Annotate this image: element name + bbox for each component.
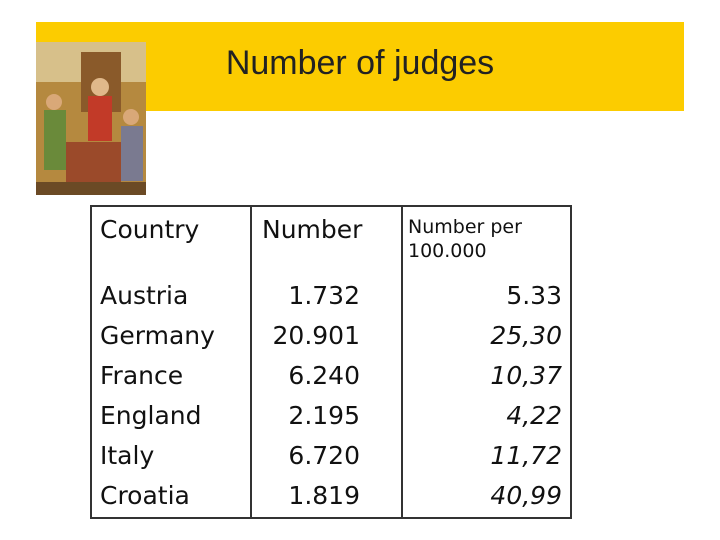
number-cell: 6.240 (288, 361, 360, 390)
slide-title: Number of judges (225, 44, 495, 82)
country-cell: Croatia (100, 481, 190, 510)
ratio-cell: 10,37 (490, 361, 562, 390)
country-cell: Germany (100, 321, 215, 350)
number-cell: 1.819 (288, 481, 360, 510)
ratio-cell: 5.33 (506, 281, 562, 310)
ratio-cell: 25,30 (490, 321, 562, 350)
column-header: Number per 100.000 (408, 216, 522, 262)
country-cell: France (100, 361, 184, 390)
country-cell: England (100, 401, 202, 430)
painting (36, 42, 146, 195)
ratio-cell: 4,22 (506, 401, 562, 430)
data-table: Country Number Number per 100.000 Austri… (90, 205, 572, 519)
country-cell: Austria (100, 281, 189, 310)
ratio-cell: 40,99 (490, 481, 562, 510)
number-cell: 20.901 (272, 321, 360, 350)
number-cell: 2.195 (288, 401, 360, 430)
column-divider (401, 207, 403, 517)
number-cell: 6.720 (288, 441, 360, 470)
country-cell: Italy (100, 441, 155, 470)
column-header: Country (100, 215, 200, 244)
column-header: Number (262, 215, 363, 244)
number-cell: 1.732 (288, 281, 360, 310)
column-divider (250, 207, 252, 517)
ratio-cell: 11,72 (490, 441, 562, 470)
